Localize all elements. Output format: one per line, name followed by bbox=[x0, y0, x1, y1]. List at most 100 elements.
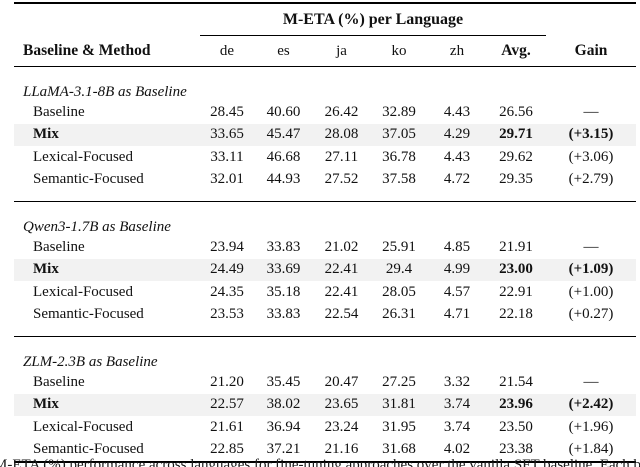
avg-cell: 21.91 bbox=[499, 238, 533, 255]
value-cell-zh: 3.32 bbox=[443, 373, 471, 390]
value-cell-zh: 4.43 bbox=[443, 103, 471, 120]
method-cell: Baseline bbox=[33, 103, 85, 120]
value-cell-ja: 21.16 bbox=[324, 441, 359, 458]
value-cell-de: 32.01 bbox=[210, 171, 244, 188]
avg-cell: 22.18 bbox=[499, 306, 533, 323]
table-row: Semantic-Focused 32.01 44.93 27.52 37.58 4.72… bbox=[14, 169, 636, 192]
gain-cell: — bbox=[583, 238, 599, 255]
value-cell-es: 37.21 bbox=[266, 441, 301, 458]
value-cell-ja: 23.65 bbox=[313, 393, 370, 416]
value-cell-ko: 27.25 bbox=[382, 373, 416, 390]
span-header-row: M-ETA (%) per Language bbox=[14, 3, 636, 36]
value-cell-zh: 3.74 bbox=[428, 393, 486, 416]
value-cell-es: 35.45 bbox=[266, 373, 301, 390]
method-cell: Lexical-Focused bbox=[33, 148, 133, 165]
table-row: Baseline 23.94 33.83 21.02 25.91 4.85 21.91 — bbox=[14, 236, 636, 259]
value-cell-ko: 25.91 bbox=[382, 238, 416, 255]
value-cell-es: 40.60 bbox=[266, 103, 301, 120]
value-cell-es: 33.69 bbox=[254, 258, 313, 281]
table-row: Baseline 28.45 40.60 26.42 32.89 4.43 26.56 — bbox=[14, 101, 636, 124]
avg-cell: 22.91 bbox=[499, 283, 533, 300]
value-cell-de: 28.45 bbox=[210, 103, 244, 120]
table-row: Semantic-Focused 23.53 33.83 22.54 26.31 4.71… bbox=[14, 304, 636, 327]
results-table: M-ETA (%) per Language Baseline & Method… bbox=[14, 2, 637, 463]
span-header-spacer-left bbox=[14, 3, 200, 36]
value-cell-de: 23.53 bbox=[210, 306, 244, 323]
avg-cell: 29.35 bbox=[499, 171, 533, 188]
value-cell-ja: 27.11 bbox=[324, 148, 359, 165]
avg-cell: 23.96 bbox=[486, 393, 547, 416]
col-header-es: es bbox=[254, 35, 313, 67]
value-cell-es: 35.18 bbox=[266, 283, 301, 300]
value-cell-zh: 4.85 bbox=[443, 238, 471, 255]
section-title: ZLM-2.3B as Baseline bbox=[23, 354, 158, 370]
gain-cell: (+1.84) bbox=[568, 441, 614, 458]
value-cell-ko: 37.58 bbox=[382, 171, 416, 188]
gain-cell: (+1.09) bbox=[546, 258, 637, 281]
section-header-row: LLaMA-3.1-8B as Baseline bbox=[14, 67, 636, 102]
value-cell-zh: 4.02 bbox=[443, 441, 471, 458]
value-cell-ko: 28.05 bbox=[382, 283, 416, 300]
gain-cell: — bbox=[583, 373, 599, 390]
section-divider-rule bbox=[14, 191, 637, 202]
method-cell: Baseline bbox=[33, 238, 85, 255]
gain-cell: (+2.42) bbox=[546, 393, 637, 416]
table-caption-clipped: M-ETA (%) performance across languages f… bbox=[0, 457, 640, 467]
value-cell-de: 23.94 bbox=[210, 238, 244, 255]
value-cell-es: 38.02 bbox=[254, 393, 313, 416]
value-cell-zh: 4.57 bbox=[443, 283, 471, 300]
section-title: Qwen3-1.7B as Baseline bbox=[23, 219, 171, 235]
column-header-row: Baseline & Method de es ja ko zh Avg. Ga… bbox=[14, 35, 637, 67]
col-header-zh: zh bbox=[428, 35, 486, 67]
method-cell: Baseline bbox=[33, 373, 85, 390]
col-header-gain: Gain bbox=[546, 35, 637, 67]
value-cell-ja: 28.08 bbox=[313, 123, 370, 146]
value-cell-de: 21.20 bbox=[210, 373, 244, 390]
section-header-row: ZLM-2.3B as Baseline bbox=[14, 337, 636, 372]
table-row: Mix 22.57 38.02 23.65 31.81 3.74 23.96 (+2.42) bbox=[14, 393, 637, 416]
method-cell: Semantic-Focused bbox=[33, 441, 144, 458]
method-cell: Lexical-Focused bbox=[33, 418, 133, 435]
method-cell: Lexical-Focused bbox=[33, 283, 133, 300]
value-cell-ko: 36.78 bbox=[382, 148, 416, 165]
value-cell-ja: 20.47 bbox=[324, 373, 359, 390]
value-cell-de: 22.57 bbox=[200, 393, 254, 416]
value-cell-es: 44.93 bbox=[266, 171, 301, 188]
avg-cell: 26.56 bbox=[499, 103, 533, 120]
avg-cell: 21.54 bbox=[499, 373, 533, 390]
value-cell-ko: 32.89 bbox=[382, 103, 416, 120]
table-row: Lexical-Focused 33.11 46.68 27.11 36.78 4.43 2… bbox=[14, 146, 636, 169]
value-cell-es: 46.68 bbox=[266, 148, 301, 165]
value-cell-ja: 27.52 bbox=[324, 171, 359, 188]
col-header-method: Baseline & Method bbox=[14, 35, 200, 67]
value-cell-ja: 23.24 bbox=[324, 418, 359, 435]
value-cell-ja: 22.54 bbox=[324, 306, 359, 323]
section-divider-rule-line bbox=[14, 326, 637, 337]
value-cell-zh: 4.99 bbox=[428, 258, 486, 281]
value-cell-ko: 37.05 bbox=[370, 123, 428, 146]
value-cell-de: 24.49 bbox=[200, 258, 254, 281]
method-cell: Semantic-Focused bbox=[33, 171, 144, 188]
method-cell: Mix bbox=[14, 393, 200, 416]
table-span-header: M-ETA (%) per Language bbox=[200, 3, 547, 36]
value-cell-ja: 21.02 bbox=[324, 238, 359, 255]
method-cell: Mix bbox=[14, 123, 200, 146]
table-row: Baseline 21.20 35.45 20.47 27.25 3.32 21.54 — bbox=[14, 371, 636, 394]
gain-cell: (+0.27) bbox=[568, 306, 614, 323]
span-header-spacer-right bbox=[546, 3, 636, 36]
section-divider-rule bbox=[14, 326, 637, 337]
col-header-ja: ja bbox=[313, 35, 370, 67]
table-row: Mix 33.65 45.47 28.08 37.05 4.29 29.71 (+3.15) bbox=[14, 123, 637, 146]
section-title: LLaMA-3.1-8B as Baseline bbox=[23, 84, 187, 100]
value-cell-de: 33.65 bbox=[200, 123, 254, 146]
value-cell-zh: 4.29 bbox=[428, 123, 486, 146]
gain-cell: (+3.06) bbox=[568, 148, 614, 165]
avg-cell: 23.00 bbox=[486, 258, 547, 281]
value-cell-ko: 26.31 bbox=[382, 306, 416, 323]
table-body: LLaMA-3.1-8B as Baseline Baseline 28.45 40.… bbox=[14, 67, 637, 463]
value-cell-de: 21.61 bbox=[210, 418, 244, 435]
value-cell-zh: 4.71 bbox=[443, 306, 471, 323]
value-cell-de: 24.35 bbox=[210, 283, 244, 300]
value-cell-ja: 22.41 bbox=[324, 283, 359, 300]
